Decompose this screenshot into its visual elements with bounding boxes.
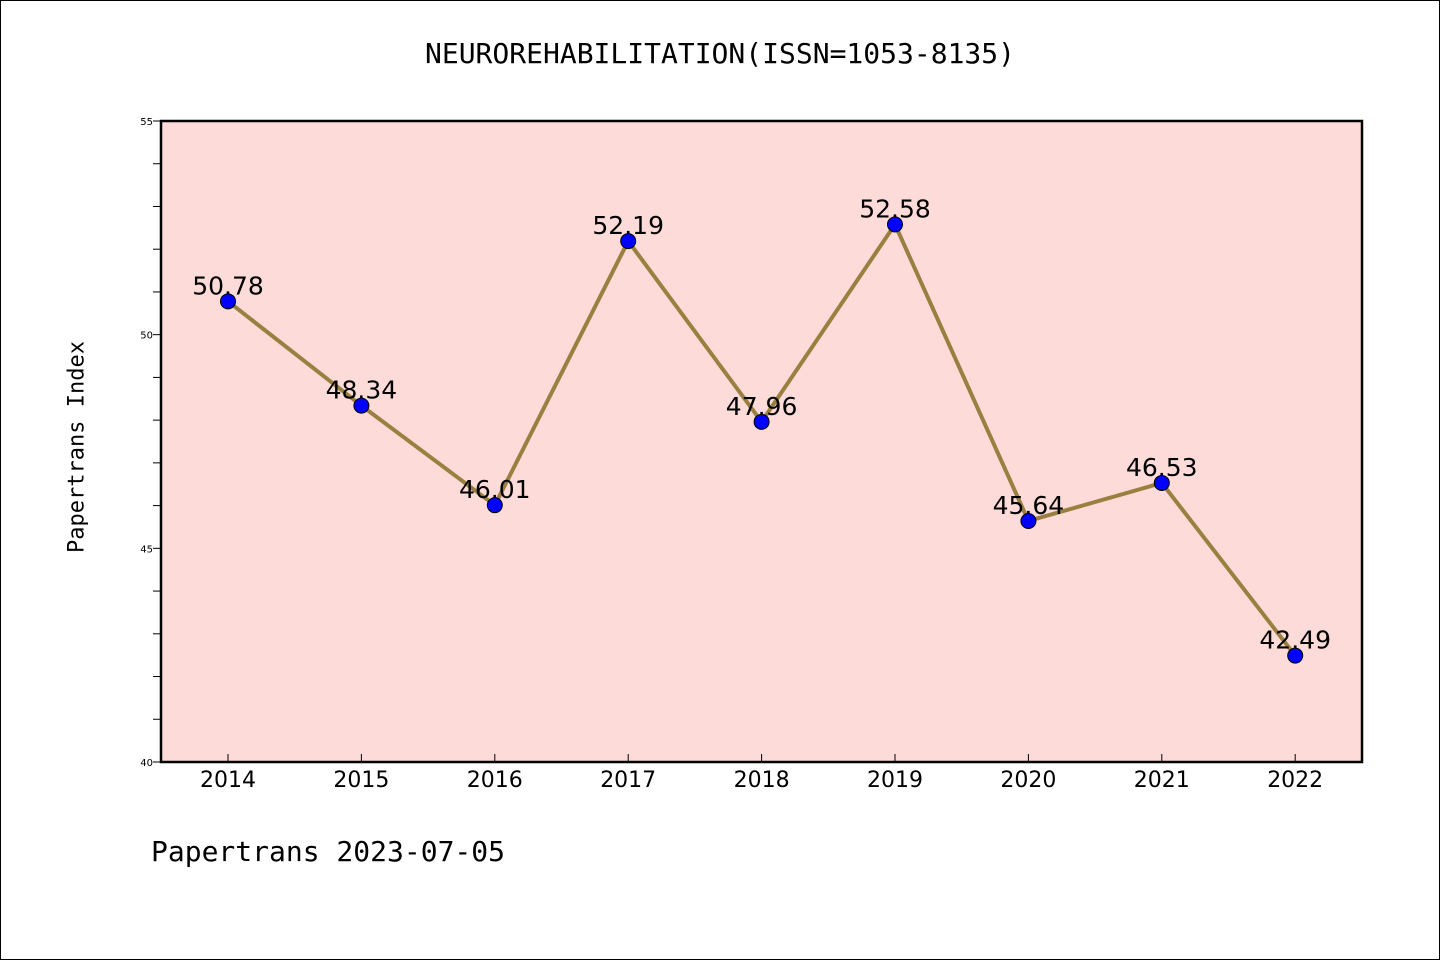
data-label: 46.01 <box>459 475 531 504</box>
data-point <box>1020 512 1037 529</box>
y-tick-label: 50 <box>140 331 153 342</box>
y-tick-label: 45 <box>140 544 153 555</box>
x-tick-label: 2018 <box>734 768 790 793</box>
x-tick-label: 2022 <box>1267 768 1323 793</box>
x-tick-label: 2021 <box>1134 768 1190 793</box>
y-tick-label: 40 <box>140 758 153 769</box>
data-point <box>1153 474 1170 491</box>
data-label: 46.53 <box>1126 453 1198 482</box>
y-axis: 40 45 50 55 <box>140 117 161 769</box>
x-tick-label: 2017 <box>600 768 656 793</box>
data-label: 42.49 <box>1259 626 1331 655</box>
data-label: 45.64 <box>993 491 1065 520</box>
data-label: 52.19 <box>592 211 664 240</box>
data-point <box>486 497 503 514</box>
chart-title: NEUROREHABILITATION(ISSN=1053-8135) <box>424 37 1015 70</box>
data-label: 48.34 <box>326 376 398 405</box>
data-point <box>220 293 236 310</box>
data-labels: 50.78 48.34 46.01 52.19 47.96 52.58 45.64 46.53… <box>192 194 1331 654</box>
x-tick-label: 2014 <box>200 768 256 793</box>
x-tick-label: 2020 <box>1000 768 1056 793</box>
data-point <box>887 216 903 233</box>
x-tick-label: 2015 <box>333 768 389 793</box>
data-point <box>353 397 370 414</box>
x-tick-label: 2019 <box>867 768 923 793</box>
data-point <box>753 413 770 430</box>
data-label: 47.96 <box>726 392 798 421</box>
x-tick-label: 2016 <box>467 768 523 793</box>
plot-area <box>159 119 1364 764</box>
y-tick-label: 55 <box>140 117 153 128</box>
data-label: 50.78 <box>192 271 264 300</box>
data-point <box>1287 647 1304 664</box>
data-label: 52.58 <box>859 194 931 223</box>
series-markers <box>220 216 1304 664</box>
x-axis: 2014 2015 2016 2017 2018 2019 2020 2021 2022 <box>200 754 1323 793</box>
footer-note: Papertrans 2023-07-05 <box>151 835 506 868</box>
data-point <box>620 233 637 250</box>
